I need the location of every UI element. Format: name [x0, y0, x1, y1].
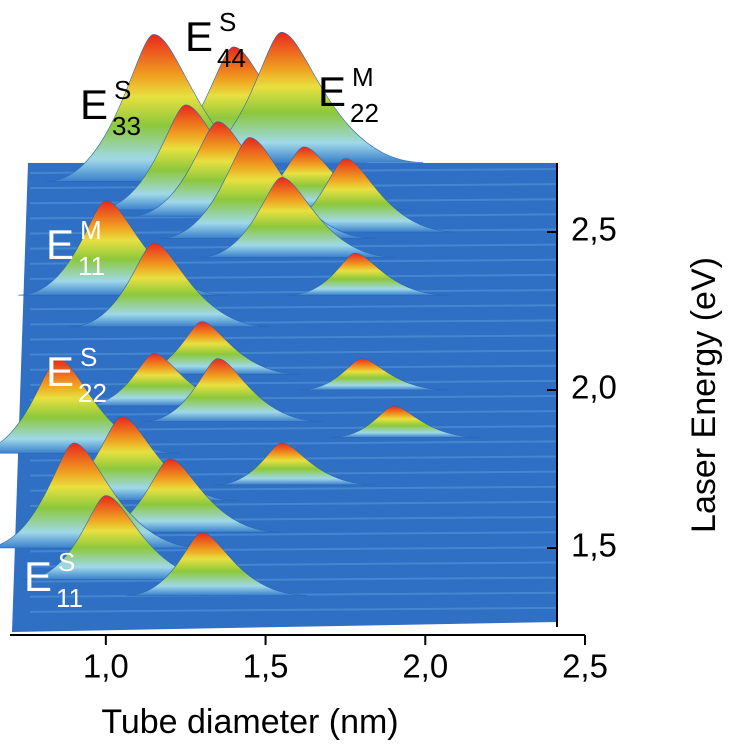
x-axis-label: Tube diameter (nm)	[101, 703, 398, 741]
peak	[199, 177, 397, 258]
x-tick-label: 1,5	[243, 648, 289, 685]
peak	[298, 358, 451, 391]
peak	[287, 252, 450, 296]
annotation-sub: 22	[350, 98, 379, 128]
annotation: E M 11	[46, 215, 105, 281]
peak	[214, 442, 376, 486]
surface-ridge	[29, 379, 558, 386]
peak	[180, 31, 424, 163]
peak	[126, 532, 308, 596]
annotation: E S 22	[46, 342, 107, 408]
y-tick-label: 2,5	[571, 211, 617, 248]
annotation-sup: S	[219, 7, 236, 37]
annotation-sup: M	[80, 215, 102, 245]
surface-ridge	[29, 576, 558, 583]
y-axis-label: Laser Energy (eV)	[685, 257, 723, 533]
annotation-sup: S	[58, 547, 75, 577]
annotation-main: E	[46, 221, 74, 268]
x-tick-label: 2,5	[562, 648, 608, 685]
surface-ridge	[29, 410, 558, 417]
annotation: E M 22	[318, 62, 379, 128]
annotation: E S 33	[80, 75, 141, 141]
peak	[0, 442, 203, 549]
y-tick-label: 2,0	[571, 369, 617, 406]
peak	[159, 137, 376, 239]
annotation: E S 11	[24, 547, 83, 613]
annotation-sub: 44	[217, 43, 246, 73]
surface-ridge	[29, 606, 558, 613]
annotation-main: E	[24, 553, 52, 600]
annotation-sup: S	[114, 75, 131, 105]
annotation-sub: 33	[112, 111, 141, 141]
annotation: E S 44	[185, 7, 246, 73]
peak	[70, 242, 271, 328]
annotation-main: E	[80, 81, 108, 128]
annotation-sub: 11	[56, 583, 83, 613]
peak	[330, 405, 482, 438]
x-tick-label: 1,0	[83, 648, 129, 685]
surface-ridge	[29, 334, 558, 341]
annotation-sub: 11	[78, 251, 105, 281]
annotation-sub: 22	[78, 378, 107, 408]
y-tick-label: 1,5	[571, 527, 617, 564]
peak	[142, 358, 324, 422]
x-tick-label: 2,0	[402, 648, 448, 685]
surface-ridge	[29, 364, 558, 371]
annotation-main: E	[46, 348, 74, 395]
annotation-main: E	[185, 13, 213, 60]
annotation-main: E	[318, 68, 346, 115]
annotation-sup: S	[80, 342, 97, 372]
surface-ridge	[29, 349, 558, 356]
annotation-sup: M	[352, 62, 374, 92]
